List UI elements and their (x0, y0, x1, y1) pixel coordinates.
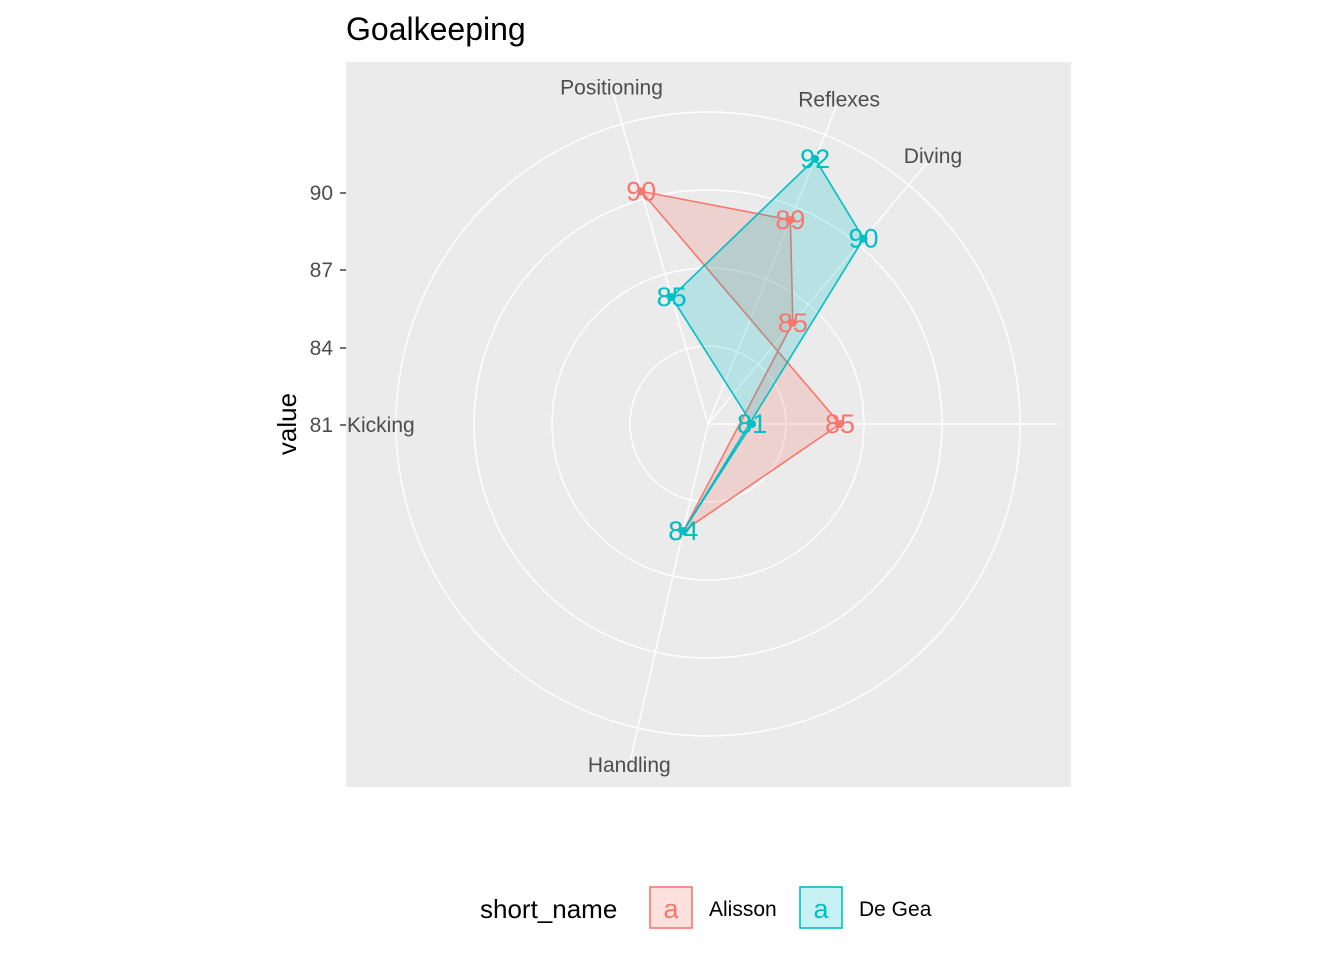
category-label: Reflexes (798, 88, 880, 111)
category-label: Kicking (347, 414, 415, 437)
data-point (788, 318, 797, 327)
legend-key-glyph: a (663, 894, 679, 924)
grid-spoke (628, 423, 709, 766)
series-area (670, 157, 865, 532)
data-point (637, 187, 646, 196)
y-axis-title: value (272, 393, 302, 455)
data-label: 90 (626, 176, 656, 206)
data-label: 84 (668, 516, 698, 546)
data-label: 81 (737, 409, 767, 439)
grid-spoke (610, 87, 709, 425)
series-points (637, 154, 868, 536)
data-point (786, 216, 795, 225)
data-point (859, 234, 868, 243)
legend-key (649, 886, 693, 929)
series-area (639, 190, 842, 532)
data-point (811, 154, 820, 163)
legend-title: short_name (480, 894, 617, 924)
y-tick-label: 81 (310, 414, 333, 437)
legend: short_name a Alisson a De Gea (480, 886, 932, 929)
category-label: Positioning (560, 77, 663, 100)
y-tick-label: 87 (310, 259, 333, 282)
data-label: 85 (778, 308, 808, 338)
data-point (679, 527, 688, 536)
series-polygons (639, 157, 865, 532)
category-label: Diving (904, 145, 962, 168)
category-label: Handling (588, 754, 671, 777)
legend-key-glyph: a (813, 894, 829, 924)
data-label: 89 (775, 205, 805, 235)
y-axis: 90 87 84 81 (310, 182, 346, 437)
y-tick-label: 90 (310, 182, 333, 205)
data-label: 84 (668, 516, 698, 546)
data-point (667, 293, 676, 302)
grid-lines (395, 87, 1058, 766)
category-labels: Positioning Reflexes Diving Handling Kicking (347, 77, 962, 777)
legend-key (799, 886, 843, 929)
grid-spoke (707, 155, 934, 425)
data-point (748, 420, 756, 428)
data-point (836, 420, 844, 428)
data-label: 85 (825, 409, 855, 439)
chart-title: Goalkeeping (346, 11, 526, 47)
y-tick-label: 84 (310, 337, 334, 360)
data-label: 85 (657, 282, 687, 312)
data-label: 90 (849, 224, 879, 254)
legend-label: De Gea (859, 898, 932, 921)
data-label: 92 (800, 144, 830, 174)
grid-spoke (707, 99, 840, 425)
legend-label: Alisson (709, 898, 777, 921)
